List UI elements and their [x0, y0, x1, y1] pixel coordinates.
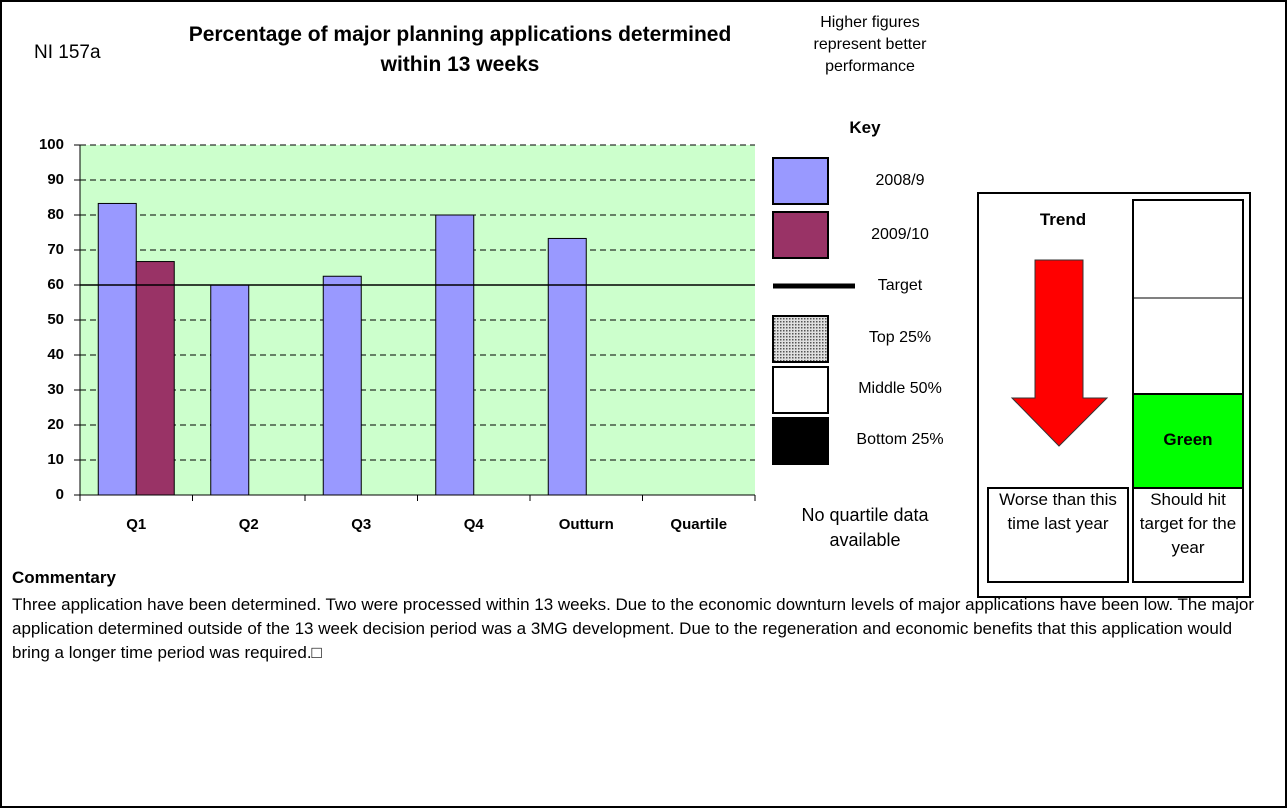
trend-box: [987, 487, 1129, 583]
y-tick-label: 90: [47, 171, 64, 188]
chart-title: Percentage of major planning application…: [188, 23, 732, 76]
key-label: Top 25%: [868, 329, 932, 346]
legend-label: Target: [878, 277, 923, 294]
bar: [547, 237, 587, 496]
commentary-text: Three application have been determined. …: [12, 595, 1255, 662]
bar: [435, 214, 475, 496]
forecast-column: [1132, 199, 1244, 583]
trend-direction: Worse than this time last year: [999, 490, 1117, 533]
y-tick-label: 10: [47, 451, 64, 468]
note: Higher figures represent better performa…: [813, 14, 927, 75]
legend-label: 2009/10: [871, 226, 929, 243]
x-tick-label: Q2: [239, 516, 259, 533]
y-tick-label: 30: [47, 381, 64, 398]
bar: [210, 284, 250, 496]
status: Green: [1163, 430, 1213, 449]
x-tick-label: Q1: [126, 516, 146, 533]
indicator: NI 157a: [34, 42, 101, 63]
key-label: Bottom 25%: [856, 431, 944, 448]
legend-swatch: [772, 211, 829, 259]
key-top-swatch: [772, 315, 829, 363]
y-tick-label: 60: [47, 276, 64, 293]
y-tick-label: 80: [47, 206, 64, 223]
bar: [97, 202, 137, 496]
bar: [322, 275, 362, 496]
commentary-title: Commentary: [12, 568, 116, 587]
y-tick-label: 40: [47, 346, 64, 363]
key-label: Middle 50%: [858, 380, 942, 397]
y-tick-label: 50: [47, 311, 64, 328]
quartile-note: No quartile data available: [801, 505, 929, 550]
x-tick-label: Q3: [351, 516, 371, 533]
y-tick-label: 100: [39, 136, 64, 153]
y-tick-label: 0: [56, 486, 64, 503]
key-middle-swatch: [772, 366, 829, 414]
trend-arrow: [1010, 259, 1109, 447]
x-tick-label: Q4: [464, 516, 485, 533]
forecast: Should hit target for the year: [1139, 490, 1237, 557]
x-tick-label: Outturn: [559, 516, 614, 533]
legend-label: 2008/9: [876, 172, 925, 189]
y-tick-label: 20: [47, 416, 64, 433]
key-title: Key: [849, 118, 881, 137]
trend-title: Trend: [1039, 210, 1087, 229]
key-bottom-swatch: [772, 417, 829, 465]
y-tick-label: 70: [47, 241, 64, 258]
x-tick-label: Quartile: [670, 516, 727, 533]
bar: [135, 261, 175, 496]
legend-swatch: [772, 157, 829, 205]
